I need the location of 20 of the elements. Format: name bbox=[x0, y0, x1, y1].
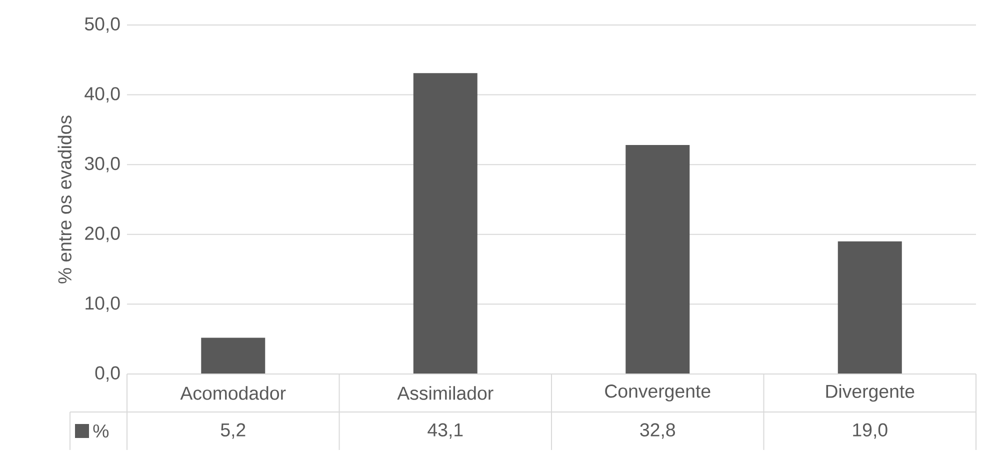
data-label: 5,2 bbox=[220, 423, 246, 439]
bar bbox=[838, 241, 902, 374]
x-tick-label: Assimilador bbox=[397, 386, 494, 400]
y-tick-label: 10,0 bbox=[86, 296, 120, 312]
y-axis-title: % entre os evadidos bbox=[58, 116, 72, 284]
y-tick-label: 20,0 bbox=[85, 226, 120, 242]
legend-label: % bbox=[93, 424, 109, 438]
x-tick-label: Convergente bbox=[605, 384, 710, 402]
data-label: 32,8 bbox=[640, 423, 675, 439]
x-tick-label: Divergente bbox=[826, 384, 914, 402]
bar bbox=[413, 73, 478, 374]
bar bbox=[201, 338, 266, 374]
y-tick-label: 30,0 bbox=[84, 156, 120, 172]
x-tick-label: Acomodador bbox=[180, 386, 286, 400]
y-tick-label: 40,0 bbox=[84, 87, 120, 102]
y-tick-label: 50,0 bbox=[84, 17, 120, 33]
data-label: 19,0 bbox=[853, 423, 888, 439]
data-label: 43,1 bbox=[428, 423, 463, 439]
y-tick-label: 0,0 bbox=[95, 366, 120, 382]
bar bbox=[626, 145, 690, 374]
